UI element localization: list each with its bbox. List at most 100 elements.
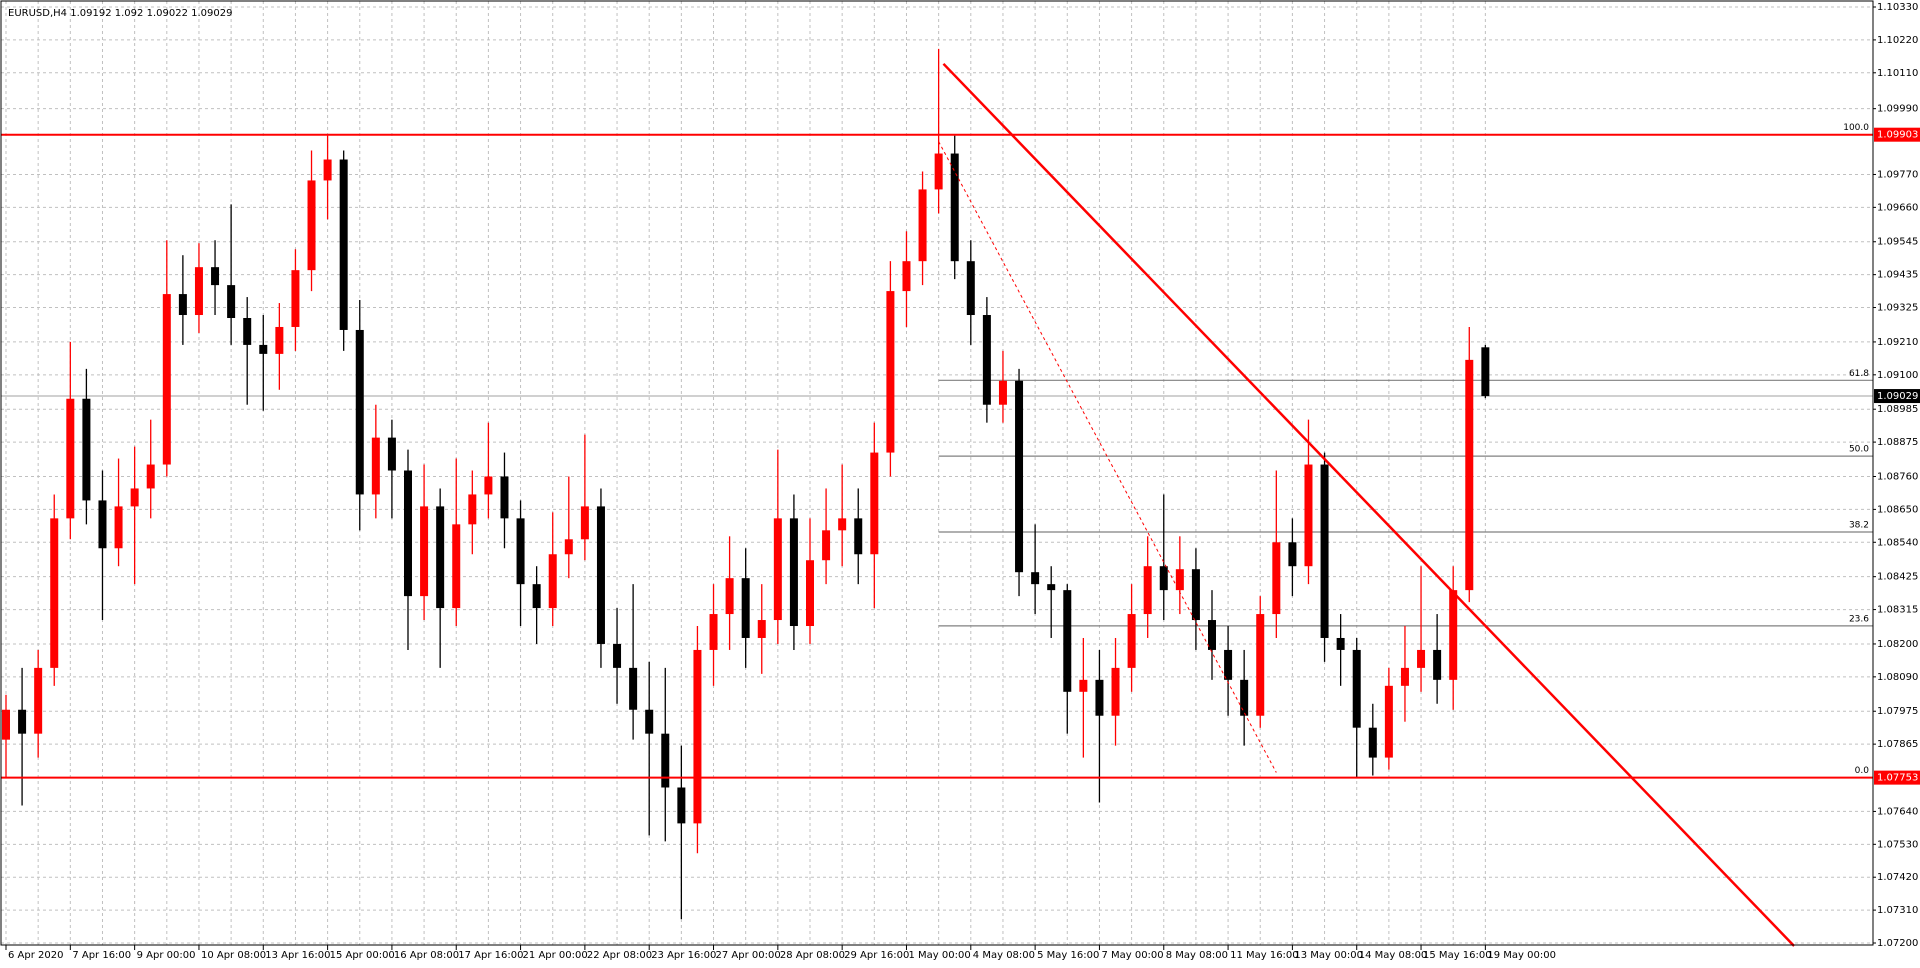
candle-body <box>902 261 911 292</box>
x-tick-label: 19 May 00:00 <box>1487 950 1556 961</box>
candle-body <box>98 500 107 549</box>
candle-body <box>564 539 573 555</box>
candle-body <box>613 643 622 668</box>
fib-label: 0.0 <box>1855 766 1870 776</box>
candle-body <box>1384 685 1393 758</box>
bid-price-box <box>1874 389 1920 404</box>
candle-body <box>757 620 766 638</box>
y-tick-label: 1.07530 <box>1877 839 1918 850</box>
candle-body <box>1336 637 1345 650</box>
candle-body <box>838 518 847 531</box>
candle-body <box>194 267 203 316</box>
y-tick-label: 1.10330 <box>1877 2 1918 13</box>
candle-body <box>34 667 43 734</box>
candle-body <box>468 494 477 525</box>
y-tick-label: 1.07865 <box>1877 739 1918 750</box>
x-tick-label: 13 Apr 16:00 <box>265 950 330 961</box>
x-tick-label: 23 Apr 16:00 <box>651 950 716 961</box>
candle-body <box>661 733 670 788</box>
y-tick-label: 1.09210 <box>1877 337 1918 348</box>
candle-body <box>243 318 252 345</box>
candle-body <box>211 267 220 286</box>
fib-label: 23.6 <box>1849 614 1869 624</box>
symbol: EURUSD,H4 <box>8 8 67 19</box>
x-tick-label: 22 Apr 08:00 <box>587 950 652 961</box>
candle-body <box>516 518 525 585</box>
candle-body <box>1417 649 1426 668</box>
candle-body <box>1304 464 1313 567</box>
candle-body <box>1175 569 1184 591</box>
x-tick-label: 16 Apr 08:00 <box>394 950 459 961</box>
candle-body <box>355 329 364 495</box>
hline-price-box <box>1874 127 1920 142</box>
trendline <box>938 141 1277 773</box>
candle-body <box>387 437 396 471</box>
candle-body <box>870 452 879 555</box>
candle-body <box>452 524 461 609</box>
x-tick-label: 13 May 00:00 <box>1294 950 1363 961</box>
candle-body <box>307 180 316 271</box>
y-tick-label: 1.07975 <box>1877 706 1918 717</box>
candle-body <box>1127 614 1136 668</box>
x-tick-label: 27 Apr 00:00 <box>716 950 781 961</box>
y-tick-label: 1.09990 <box>1877 104 1918 115</box>
last-low: 1.09022 <box>147 8 188 19</box>
candle-body <box>677 787 686 824</box>
candle-body <box>1449 590 1458 680</box>
candle-body <box>178 294 187 316</box>
candle-body <box>259 344 268 354</box>
fib-label: 50.0 <box>1849 445 1869 455</box>
y-tick-label: 1.09770 <box>1877 169 1918 180</box>
y-tick-label: 1.08090 <box>1877 672 1918 683</box>
fib-label: 38.2 <box>1849 521 1869 531</box>
candle-body <box>822 530 831 561</box>
candle-body <box>1465 359 1474 591</box>
candle-body <box>130 488 139 507</box>
candle-body <box>275 326 284 354</box>
x-tick-label: 8 May 08:00 <box>1166 950 1228 961</box>
x-tick-label: 15 May 16:00 <box>1423 950 1492 961</box>
candle-body <box>82 398 91 501</box>
hline-price-box <box>1874 770 1920 785</box>
bid-price-label: 1.09029 <box>1877 391 1918 402</box>
candle-body <box>725 578 734 615</box>
candle-body <box>886 291 895 453</box>
y-tick-label: 1.08315 <box>1877 605 1918 616</box>
candle-body <box>854 518 863 555</box>
y-tick-label: 1.08760 <box>1877 471 1918 482</box>
candle-body <box>966 261 975 316</box>
candle-body <box>548 554 557 609</box>
candle-body <box>1047 584 1056 591</box>
candle-body <box>500 476 509 519</box>
candle-body <box>1191 569 1200 621</box>
x-tick-label: 28 Apr 08:00 <box>780 950 845 961</box>
candle-body <box>50 518 59 668</box>
candle-body <box>227 285 236 319</box>
candle-body <box>114 506 123 549</box>
x-tick-label: 4 May 08:00 <box>973 950 1035 961</box>
x-tick-label: 6 Apr 2020 <box>8 950 63 961</box>
candle-body <box>1079 679 1088 692</box>
y-tick-label: 1.10220 <box>1877 35 1918 46</box>
y-tick-label: 1.09545 <box>1877 237 1918 248</box>
candle-body <box>789 518 798 627</box>
candle-body <box>66 398 75 519</box>
candle-body <box>291 270 300 327</box>
candle-body <box>484 476 493 495</box>
candle-body <box>1433 649 1442 680</box>
y-tick-label: 1.09325 <box>1877 303 1918 314</box>
plot: 100.0 61.8 50.0 38.2 23.6 0.0 <box>1 48 1873 947</box>
candle-body <box>950 153 959 262</box>
last-open: 1.09192 <box>70 8 111 19</box>
y-tick-label: 1.08875 <box>1877 437 1918 448</box>
candle-body <box>1095 679 1104 716</box>
x-tick-label: 17 Apr 16:00 <box>458 950 523 961</box>
trendline <box>942 62 1795 947</box>
y-tick-label: 1.08425 <box>1877 572 1918 583</box>
y-tick-label: 1.09100 <box>1877 370 1918 381</box>
candle-body <box>1224 649 1233 680</box>
candle-body <box>1256 614 1265 716</box>
candle-body <box>918 189 927 262</box>
